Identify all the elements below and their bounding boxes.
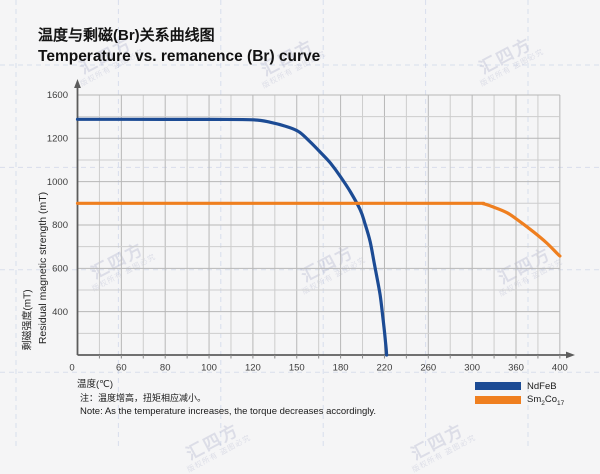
note-zh: 注：温度增高，扭矩相应减小。	[80, 393, 207, 403]
x-tick-label: 120	[245, 363, 261, 374]
x-axis-arrow	[566, 351, 575, 359]
x-tick-label: 360	[508, 363, 524, 374]
x-tick-label: 300	[464, 363, 480, 374]
sm2co17-curve	[75, 201, 562, 258]
y-tick-label: 600	[52, 264, 68, 275]
y-axis-arrow	[74, 79, 81, 88]
temperature-remanence-chart: 0 60 80 100 120 150 180 220 260 300 360 400 400 600 80…	[47, 79, 575, 374]
y-axis-title-en: Residual magnetic strength (mT)	[37, 191, 49, 345]
x-tick-label: 100	[201, 363, 217, 374]
y-tick-label: 1600	[47, 90, 68, 101]
title-block: 温度与剩磁(Br)关系曲线图 Temperature vs. remanence…	[38, 26, 320, 68]
page-title-en: Temperature vs. remanence (Br) curve	[38, 48, 321, 65]
page-title-zh: 温度与剩磁(Br)关系曲线图	[38, 27, 215, 44]
x-tick-label: 60	[116, 363, 127, 374]
x-tick-label: 220	[377, 363, 393, 374]
legend-label-ndfeb: NdFeB	[527, 380, 557, 392]
sm2co17-color-swatch	[475, 396, 521, 404]
legend-label-sm2co17: Sm2Co17	[527, 393, 565, 407]
x-tick-label: 400	[552, 363, 568, 374]
legend-item-ndfeb: NdFeB	[475, 380, 564, 392]
y-axis-title-zh: 剩磁强度(mT)	[22, 289, 34, 351]
ndfeb-color-swatch	[475, 382, 521, 390]
x-tick-label: 80	[160, 363, 171, 374]
note-en: Note: As the temperature increases, the …	[80, 406, 377, 417]
legend: NdFeB Sm2Co17	[475, 380, 564, 408]
y-tick-label: 1200	[47, 134, 68, 145]
y-tick-label: 1000	[47, 177, 68, 188]
y-tick-label: 400	[52, 307, 68, 318]
note-block: 注：温度增高，扭矩相应减小。 Note: As the temperature …	[80, 392, 376, 418]
x-tick-label: 260	[420, 363, 436, 374]
y-tick-label: 800	[52, 220, 68, 231]
x-tick-label: 150	[289, 363, 305, 374]
ndfeb-curve	[75, 117, 389, 357]
legend-item-sm2co17: Sm2Co17	[475, 394, 564, 406]
x-tick-label: 180	[333, 363, 349, 374]
x-axis-title: 温度(℃)	[77, 379, 113, 390]
x-tick-label: 0	[69, 363, 74, 374]
